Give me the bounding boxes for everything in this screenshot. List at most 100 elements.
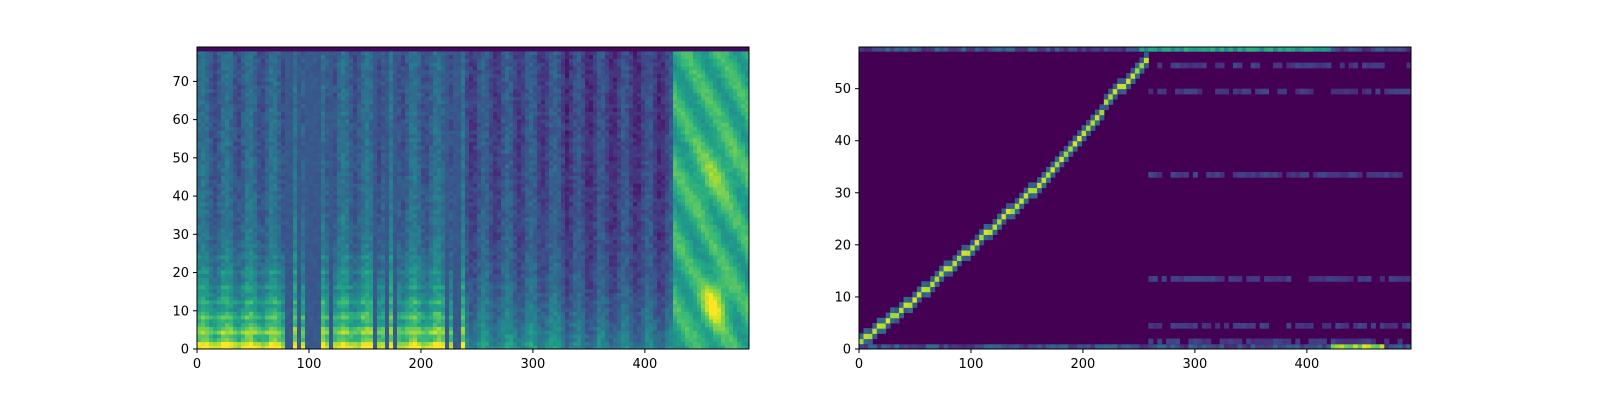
- alignment-top-band-cell: [948, 47, 953, 52]
- alignment-y-tick-label: 20: [834, 238, 851, 253]
- alignment-bottom-band-cell: [1384, 344, 1390, 349]
- alignment-top-band-cell: [1117, 47, 1123, 52]
- alignment-bottom-band-cell: [1081, 344, 1087, 349]
- alignment-top-band-cell: [1402, 47, 1408, 52]
- alignment-trace-cell: [1175, 276, 1181, 282]
- alignment-bottom-band-cell: [988, 344, 994, 349]
- alignment-cell: [965, 244, 971, 251]
- alignment-cell: [1077, 140, 1083, 147]
- alignment-trace-cell: [1370, 322, 1376, 329]
- alignment-top-band-cell: [1241, 47, 1247, 52]
- alignment-trace-cell: [1179, 322, 1185, 329]
- alignment-bottom-band-cell: [1344, 344, 1350, 349]
- alignment-cell: [965, 255, 971, 261]
- alignment-cell: [1019, 192, 1025, 199]
- alignment-bottom-band-cell: [1121, 344, 1127, 349]
- alignment-trace-cell: [1152, 276, 1158, 282]
- alignment-bottom-band-cell: [1179, 344, 1185, 349]
- alignment-cell: [863, 328, 869, 334]
- alignment-trace-cell: [1286, 171, 1292, 178]
- alignment-trace-cell: [1397, 171, 1403, 178]
- alignment-cell: [988, 229, 994, 235]
- alignment-bottom-band-cell: [881, 344, 887, 349]
- alignment-bottom-band-cell: [1019, 344, 1025, 349]
- alignment-trace-cell: [1219, 62, 1225, 69]
- alignment-cell: [881, 317, 887, 324]
- alignment-trace-cell: [1175, 338, 1181, 345]
- alignment-trace-cell: [1201, 322, 1207, 329]
- alignment-top-band-cell: [1081, 47, 1087, 52]
- alignment-cell: [1094, 119, 1100, 126]
- alignment-trace-cell: [1335, 171, 1341, 178]
- alignment-trace-cell: [1317, 276, 1323, 282]
- alignment-top-band-cell: [970, 47, 976, 52]
- alignment-cell: [1117, 78, 1123, 84]
- alignment-bottom-band-cell: [939, 344, 945, 349]
- alignment-bottom-band-cell: [1014, 344, 1020, 349]
- alignment-cell: [1068, 151, 1074, 157]
- alignment-bottom-band-cell: [1045, 344, 1051, 349]
- alignment-cell: [1139, 57, 1145, 64]
- alignment-cell: [885, 317, 891, 324]
- alignment-cell: [1063, 145, 1069, 152]
- alignment-bottom-band-cell: [1375, 344, 1381, 349]
- alignment-bottom-band-cell: [1112, 344, 1118, 349]
- alignment-cell: [939, 265, 945, 272]
- alignment-cell: [1014, 203, 1020, 209]
- alignment-cell: [1121, 78, 1127, 84]
- alignment-trace-cell: [1148, 171, 1154, 178]
- alignment-trace-cell: [1344, 338, 1350, 345]
- alignment-trace-cell: [1183, 276, 1189, 282]
- alignment-bottom-band-cell: [992, 344, 998, 349]
- alignment-trace-cell: [1308, 62, 1314, 69]
- alignment-cell: [899, 307, 905, 314]
- alignment-x-ticks: 0 100 200 300 400: [855, 349, 1319, 372]
- alignment-trace-cell: [1295, 322, 1301, 329]
- alignment-top-band-cell: [1063, 47, 1069, 52]
- alignment-bottom-band-cell: [863, 344, 869, 349]
- alignment-cell: [1054, 166, 1060, 173]
- alignment-cell: [1001, 213, 1007, 220]
- alignment-trace-cell: [1206, 276, 1212, 282]
- alignment-trace-cell: [1255, 276, 1261, 282]
- alignment-trace-cell: [1304, 62, 1310, 69]
- spectrogram-x-tick-label: 0: [193, 357, 201, 372]
- alignment-bottom-band-cell: [948, 344, 953, 349]
- alignment-bottom-band-cell: [1304, 344, 1310, 349]
- alignment-cell: [859, 338, 864, 345]
- alignment-cell: [894, 307, 900, 314]
- alignment-bottom-band-cell: [907, 344, 913, 349]
- alignment-trace-cell: [1344, 322, 1350, 329]
- alignment-cell: [1081, 130, 1087, 137]
- alignment-trace-cell: [1290, 62, 1296, 69]
- alignment-top-band-cell: [992, 47, 998, 52]
- spectrogram-x-ticks: 0 100 200 300 400: [193, 349, 657, 372]
- alignment-cell: [890, 317, 896, 324]
- alignment-top-band-cell: [1103, 47, 1109, 52]
- alignment-top-band-cell: [974, 47, 980, 52]
- alignment-top-band-cell: [1304, 47, 1310, 52]
- alignment-top-band-cell: [1321, 47, 1327, 52]
- alignment-cell: [1010, 203, 1016, 209]
- alignment-top-band-cell: [1259, 47, 1265, 52]
- alignment-top-band-cell: [881, 47, 887, 52]
- alignment-trace-cell: [1348, 88, 1354, 95]
- alignment-trace-cell: [1393, 322, 1399, 329]
- alignment-trace-cell: [1237, 338, 1243, 345]
- alignment-top-band-cell: [1268, 47, 1274, 52]
- alignment-top-band-cell: [1161, 47, 1167, 52]
- alignment-cell: [863, 338, 869, 345]
- alignment-bottom-band-cell: [1228, 344, 1234, 349]
- alignment-cell: [1072, 135, 1078, 142]
- alignment-top-band-cell: [1362, 47, 1367, 52]
- alignment-bottom-band-cell: [1099, 344, 1105, 349]
- alignment-x-tick-label: 400: [1294, 357, 1319, 372]
- alignment-cell: [1077, 130, 1083, 137]
- alignment-trace-cell: [1299, 322, 1305, 329]
- alignment-top-band-cell: [983, 47, 989, 52]
- alignment-cell: [1094, 114, 1100, 121]
- alignment-cell: [979, 239, 985, 246]
- alignment-trace-cell: [1268, 276, 1274, 282]
- alignment-top-band-cell: [1086, 47, 1091, 52]
- alignment-cell: [872, 328, 878, 334]
